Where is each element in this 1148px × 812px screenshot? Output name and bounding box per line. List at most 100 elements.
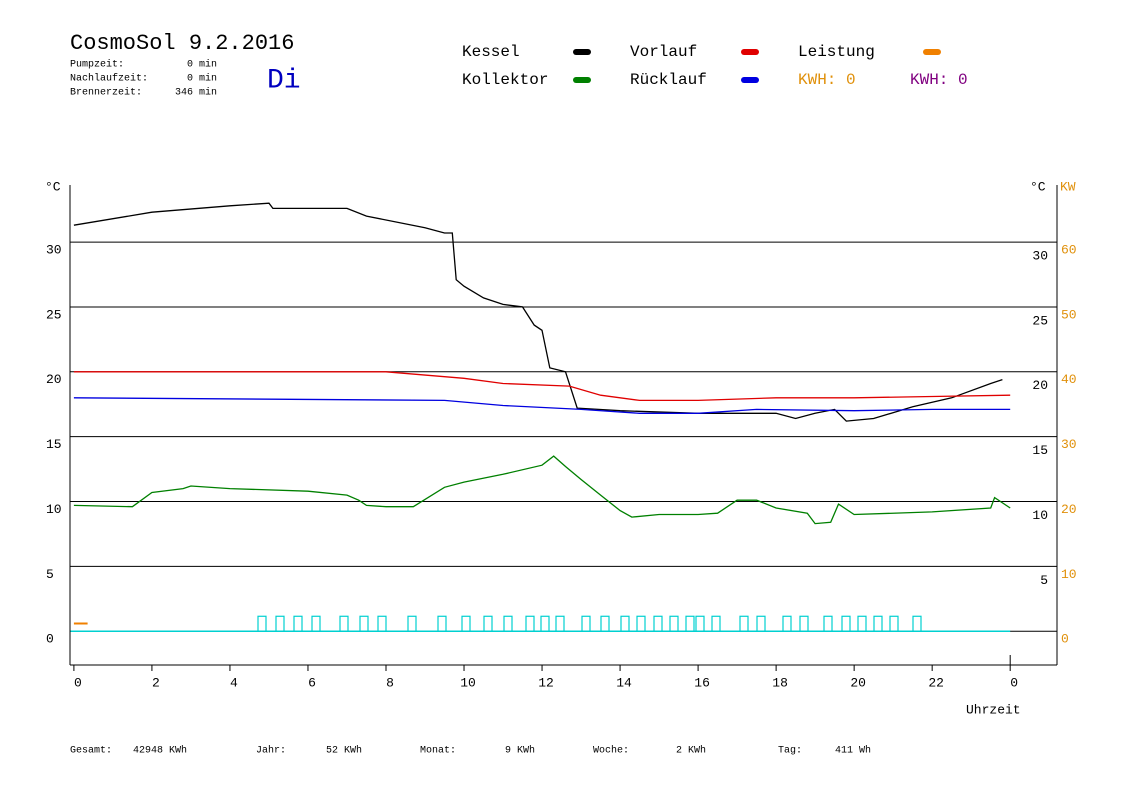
x-tick-label: 2 <box>152 675 160 690</box>
weekday: Di <box>267 65 301 96</box>
pump-pulse <box>540 615 550 632</box>
info-label: Nachlaufzeit: <box>70 73 148 85</box>
pump-pulse <box>711 615 721 632</box>
footer-label: Monat: <box>420 746 456 757</box>
y-right-tick-label: 15 <box>1032 443 1048 458</box>
info-value: 0 min <box>187 73 217 85</box>
y-right-tick-label: 5 <box>1040 573 1048 588</box>
y2-tick-label: 10 <box>1061 567 1077 582</box>
pump-pulse <box>503 615 513 632</box>
pump-pulse <box>889 615 899 632</box>
y-tick-label: 5 <box>46 567 54 582</box>
y2-unit: KW <box>1060 179 1076 194</box>
x-tick-label: 16 <box>694 675 710 690</box>
pump-pulse <box>600 615 610 632</box>
x-tick-label: 18 <box>772 675 788 690</box>
pump-pulse <box>695 615 705 632</box>
series-line <box>73 371 1011 402</box>
pump-pulse <box>857 615 867 632</box>
y2-tick-label: 40 <box>1061 372 1077 387</box>
y-unit: °C <box>45 179 61 194</box>
x-tick-label: 12 <box>538 675 554 690</box>
pump-pulse <box>407 615 417 632</box>
footer-value: 42948 KWh <box>133 745 187 757</box>
x-tick-label: 14 <box>616 675 632 690</box>
pump-pulse <box>739 615 749 632</box>
y-tick-label: 25 <box>46 307 62 322</box>
pump-pulse <box>823 615 833 632</box>
x-tick-label: 10 <box>460 675 476 690</box>
legend-label: Rücklauf <box>630 71 707 89</box>
pump-pulse <box>782 615 792 632</box>
x-tick-label: 0 <box>1010 675 1018 690</box>
y2-tick-label: 60 <box>1061 243 1077 258</box>
x-tick-label: 22 <box>928 675 944 690</box>
x-tick-label: 4 <box>230 675 238 690</box>
pump-pulse <box>873 615 883 632</box>
series-line <box>73 202 1003 422</box>
x-tick-label: 20 <box>850 675 866 690</box>
pump-pulse <box>311 615 321 632</box>
x-tick-label: 6 <box>308 675 316 690</box>
y-tick-label: 20 <box>46 372 62 387</box>
legend-label: Vorlauf <box>630 43 697 61</box>
series-line <box>73 397 1011 414</box>
footer-value: 2 KWh <box>676 745 706 757</box>
pump-pulse <box>525 615 535 632</box>
y-right-tick-label: 20 <box>1032 378 1048 393</box>
pump-pulse <box>377 615 387 632</box>
y-right-unit: °C <box>1030 179 1046 194</box>
pump-pulse <box>581 615 591 632</box>
pump-pulse <box>653 615 663 632</box>
x-tick-label: 8 <box>386 675 394 690</box>
pump-pulse <box>799 615 809 632</box>
pump-pulse <box>257 615 267 632</box>
pump-pulse <box>275 615 285 632</box>
y-tick-label: 15 <box>46 437 62 452</box>
footer-value: 411 Wh <box>835 745 871 757</box>
y-right-tick-label: 30 <box>1032 249 1048 264</box>
pump-pulse <box>555 615 565 632</box>
pump-pulse <box>293 615 303 632</box>
info-label: Pumpzeit: <box>70 59 124 71</box>
y-tick-label: 30 <box>46 243 62 258</box>
info-label: Brennerzeit: <box>70 87 142 99</box>
legend-label: Leistung <box>798 43 875 61</box>
footer-label: Tag: <box>778 746 802 757</box>
legend-label: Kessel <box>462 43 520 61</box>
series-line <box>73 455 1011 525</box>
pump-pulse <box>669 615 679 632</box>
x-tick-label: 0 <box>74 675 82 690</box>
legend-label: Kollektor <box>462 71 548 89</box>
y2-tick-label: 50 <box>1061 307 1077 322</box>
title: CosmoSol 9.2.2016 <box>70 31 294 56</box>
pump-pulse <box>841 615 851 632</box>
footer-label: Gesamt: <box>70 746 112 757</box>
kwh-label: KWH: 0 <box>798 71 856 89</box>
y-tick-label: 10 <box>46 502 62 517</box>
pump-pulse <box>339 615 349 632</box>
y2-tick-label: 30 <box>1061 437 1077 452</box>
pump-pulse <box>359 615 369 632</box>
footer-label: Woche: <box>593 745 629 757</box>
y2-tick-label: 20 <box>1061 502 1077 517</box>
pump-pulse <box>685 615 695 632</box>
pump-pulse <box>636 615 646 632</box>
kwh-label: KWH: 0 <box>910 71 968 89</box>
pump-pulse <box>756 615 766 632</box>
pump-pulse <box>620 615 630 632</box>
footer-label: Jahr: <box>256 745 286 757</box>
y-tick-label: 0 <box>46 632 54 647</box>
y2-tick-label: 0 <box>1061 632 1069 647</box>
footer-value: 52 KWh <box>326 745 362 757</box>
y-right-tick-label: 10 <box>1032 508 1048 523</box>
x-label: Uhrzeit <box>966 702 1021 717</box>
pump-pulse <box>437 615 447 632</box>
footer-value: 9 KWh <box>505 745 535 757</box>
pump-pulse <box>912 615 922 632</box>
y-right-tick-label: 25 <box>1032 313 1048 328</box>
info-value: 346 min <box>175 87 217 99</box>
pump-pulse <box>483 615 493 632</box>
pump-pulse <box>461 615 471 632</box>
